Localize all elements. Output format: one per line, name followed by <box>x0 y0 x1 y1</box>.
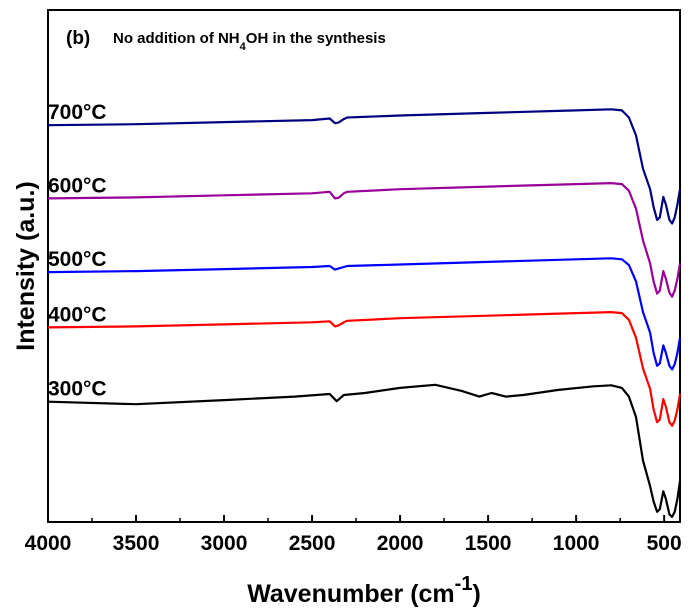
x-tick-label: 4000 <box>25 532 72 555</box>
annotation-prefix: No addition of NH <box>113 30 240 47</box>
x-axis-title: Wavenumber (cm-1) <box>247 573 481 608</box>
x-tick-label: 2500 <box>289 532 336 555</box>
x-axis-title-main: Wavenumber (cm <box>247 580 454 608</box>
series-label: 600°C <box>48 174 107 197</box>
series-labels: 300°C 400°C 500°C 600°C 700°C <box>48 101 107 401</box>
series-label: 700°C <box>48 101 107 124</box>
series-line <box>47 257 682 371</box>
series-line <box>47 383 682 519</box>
panel-label: (b) <box>66 28 90 49</box>
x-axis-title-superscript: -1 <box>455 573 473 595</box>
series-lines <box>47 108 682 519</box>
annotation-subscript: 4 <box>240 41 247 53</box>
series-label: 500°C <box>48 248 107 271</box>
y-axis-title: Intensity (a.u.) <box>12 181 40 350</box>
x-tick-label: 500 <box>647 532 682 555</box>
series-label: 300°C <box>48 378 107 401</box>
x-axis-title-close: ) <box>472 580 480 608</box>
x-tick-label: 1500 <box>465 532 512 555</box>
series-label: 400°C <box>48 303 107 326</box>
series-line <box>47 182 682 298</box>
x-tick-label: 3500 <box>113 532 160 555</box>
x-tick-label: 1000 <box>553 532 600 555</box>
series-line <box>47 311 682 427</box>
x-tick-label: 2000 <box>377 532 424 555</box>
x-axis-ticks: 4000 3500 3000 2500 2000 1500 1000 500 <box>25 515 682 555</box>
series-line <box>47 108 682 225</box>
annotation-suffix: OH in the synthesis <box>246 30 386 47</box>
annotation: No addition of NH4OH in the synthesis <box>113 30 386 53</box>
x-tick-label: 3000 <box>201 532 248 555</box>
